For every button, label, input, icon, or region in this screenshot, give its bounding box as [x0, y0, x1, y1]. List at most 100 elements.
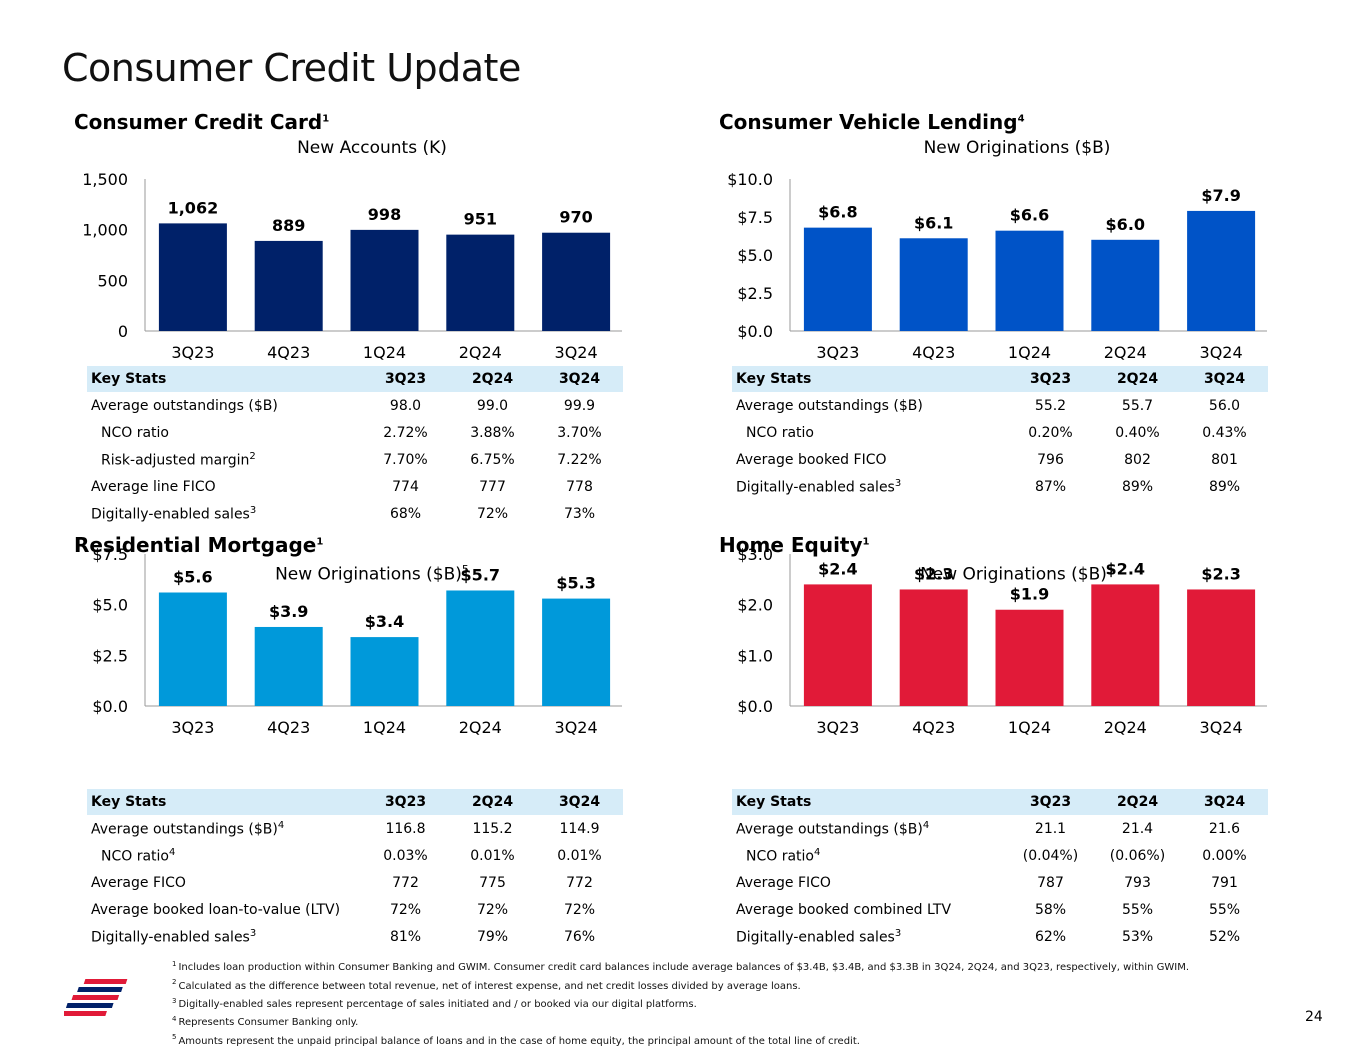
- key-stats-title: Key Stats: [91, 794, 167, 810]
- table-cell: 793: [1124, 874, 1151, 891]
- chart-title-text: New Originations ($B): [923, 138, 1111, 158]
- table-cell: 21.4: [1121, 820, 1154, 837]
- bar-1Q24: [995, 609, 1064, 706]
- panel-title: Residential Mortgage1: [74, 533, 323, 557]
- y-tick-label: $2.5: [737, 284, 773, 303]
- key-stats-header: Key Stats 3Q23 2Q24 3Q24: [87, 366, 623, 392]
- row-label-text: Digitally-enabled sales: [91, 506, 250, 523]
- y-tick-label: 1,000: [82, 221, 128, 240]
- table-cell: 796: [1037, 451, 1064, 468]
- bar-value-label: $3.9: [269, 602, 308, 621]
- bar-value-label: $5.6: [173, 568, 212, 587]
- table-cell: 72%: [476, 901, 509, 918]
- panel-title-footnote: 1: [322, 113, 330, 125]
- table-cell: 89%: [1208, 478, 1241, 495]
- table-cell: 21.6: [1208, 820, 1241, 837]
- key-stats-header: Key Stats 3Q23 2Q24 3Q24: [732, 366, 1268, 392]
- row-label: Average outstandings ($B)4: [87, 820, 362, 838]
- chart-title-text: New Originations ($B): [920, 564, 1107, 585]
- chart-title: New Originations ($B)5: [202, 563, 542, 585]
- x-tick-label: 3Q24: [555, 718, 598, 737]
- bar-4Q23: [899, 238, 968, 331]
- column-header: 2Q24: [471, 794, 514, 810]
- x-tick-label: 1Q24: [363, 718, 406, 737]
- chart-title: New Originations ($B): [847, 138, 1187, 158]
- table-cell: 3.70%: [557, 424, 602, 441]
- table-cell: 72%: [389, 901, 422, 918]
- bar-value-label: 998: [368, 205, 401, 224]
- row-label-footnote: 4: [277, 819, 285, 831]
- footnote-text: Calculated as the difference between tot…: [178, 980, 801, 992]
- table-cell: 81%: [389, 928, 422, 945]
- chart-title-footnote: 5: [1106, 563, 1114, 576]
- panel-title-text: Home Equity: [719, 533, 863, 557]
- y-tick-label: $0.0: [737, 697, 773, 716]
- y-tick-label: $7.5: [737, 208, 773, 227]
- bar-value-label: $7.9: [1201, 186, 1240, 205]
- bar-2Q24: [446, 590, 515, 706]
- logo-stripe: [65, 1003, 114, 1008]
- table-cell: 0.40%: [1115, 424, 1160, 441]
- footnote-line: 2 Calculated as the difference between to…: [172, 975, 1189, 993]
- table-row: Average outstandings ($B) 55.2 55.7 56.0: [732, 392, 1268, 419]
- x-tick-label: 2Q24: [1104, 343, 1147, 362]
- table-cell: 2.72%: [383, 424, 428, 441]
- bar-value-label: 1,062: [168, 198, 219, 217]
- row-label-footnote: 4: [922, 819, 930, 831]
- bar-2Q24: [446, 234, 515, 331]
- row-label-text: NCO ratio: [746, 848, 814, 865]
- table-cell: 55.7: [1121, 397, 1154, 414]
- bar-3Q24: [1187, 589, 1256, 706]
- footnote-text: Represents Consumer Banking only.: [178, 1017, 359, 1029]
- row-label-text: Average outstandings ($B): [91, 397, 278, 414]
- bar-value-label: $2.4: [1106, 559, 1145, 578]
- panel-title-footnote: 4: [1017, 113, 1025, 125]
- row-label: Digitally-enabled sales3: [732, 478, 1007, 496]
- y-tick-label: $0.0: [92, 697, 128, 716]
- table-cell: 52%: [1208, 928, 1241, 945]
- bar-3Q23: [158, 223, 227, 331]
- table-cell: 0.01%: [470, 847, 515, 864]
- key-stats-header: Key Stats 3Q23 2Q24 3Q24: [87, 789, 623, 815]
- row-label-text: Digitally-enabled sales: [91, 929, 250, 946]
- key-stats-table: Key Stats 3Q23 2Q24 3Q24 Average outstanding…: [732, 789, 1268, 950]
- table-row: Average booked loan-to-value (LTV) 72% 72%…: [87, 896, 623, 923]
- panel-title-footnote: 1: [862, 536, 870, 548]
- table-cell: 114.9: [559, 820, 600, 837]
- footnote-number: 4: [172, 1014, 177, 1023]
- bar-value-label: $2.3: [914, 564, 953, 583]
- row-label-text: Digitally-enabled sales: [736, 929, 895, 946]
- row-label: NCO ratio4: [87, 847, 362, 865]
- table-row: Average outstandings ($B)4 21.1 21.4 21.6: [732, 815, 1268, 842]
- x-tick-label: 2Q24: [1104, 718, 1147, 737]
- row-label-text: Digitally-enabled sales: [736, 479, 895, 496]
- row-label: Digitally-enabled sales3: [87, 928, 362, 946]
- bar-3Q23: [803, 227, 872, 331]
- column-header: 3Q24: [1203, 371, 1246, 387]
- x-tick-label: 1Q24: [1008, 343, 1051, 362]
- chart-title: New Originations ($B)5: [847, 563, 1187, 585]
- x-tick-label: 3Q24: [1200, 718, 1243, 737]
- column-header: 3Q23: [1029, 794, 1072, 810]
- bar-value-label: $1.9: [1010, 585, 1049, 604]
- row-label-text: Risk-adjusted margin: [101, 452, 250, 469]
- table-row: Average outstandings ($B)4 116.8 115.2 114.…: [87, 815, 623, 842]
- table-row: NCO ratio4 0.03% 0.01% 0.01%: [87, 842, 623, 869]
- panel-3: Residential Mortgage1 New Originations ($…: [62, 533, 623, 953]
- table-cell: 0.20%: [1028, 424, 1073, 441]
- column-header: 3Q23: [1029, 371, 1072, 387]
- table-cell: 99.9: [563, 397, 596, 414]
- panel-2: Consumer Vehicle Lending4 New Origination…: [707, 110, 1268, 530]
- table-cell: 0.03%: [383, 847, 428, 864]
- footnote-line: 3 Digitally-enabled sales represent perce…: [172, 994, 1189, 1012]
- bar-value-label: $6.1: [914, 213, 953, 232]
- page-title: Consumer Credit Update: [62, 46, 521, 90]
- table-cell: 79%: [476, 928, 509, 945]
- table-cell: 62%: [1034, 928, 1067, 945]
- row-label-text: NCO ratio: [101, 424, 169, 441]
- y-tick-label: $3.0: [737, 545, 773, 564]
- bar-1Q24: [350, 637, 419, 706]
- row-label: Average FICO: [87, 875, 362, 891]
- footnote-number: 1: [172, 960, 177, 968]
- table-cell: 55%: [1121, 901, 1154, 918]
